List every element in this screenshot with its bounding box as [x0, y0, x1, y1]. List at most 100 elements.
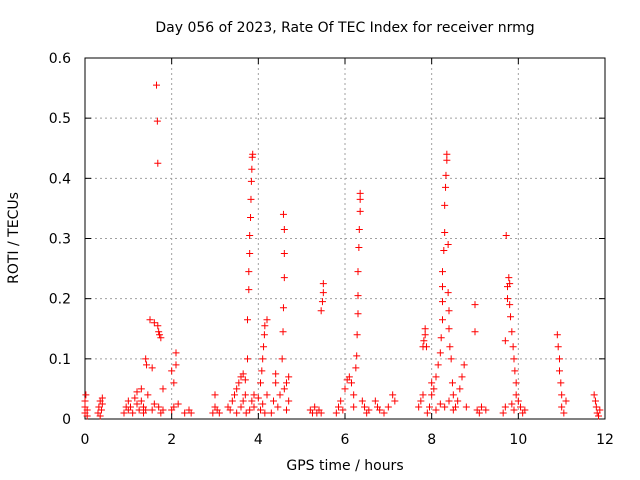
data-point	[352, 364, 360, 372]
data-point	[254, 394, 262, 402]
data-point	[135, 406, 143, 414]
data-point	[355, 244, 363, 252]
data-point	[356, 189, 364, 197]
data-point	[245, 286, 253, 294]
data-point	[211, 391, 219, 399]
data-point	[356, 207, 364, 215]
data-point	[508, 400, 516, 408]
data-point	[436, 400, 444, 408]
data-point	[356, 195, 364, 203]
data-point	[353, 331, 361, 339]
data-point	[384, 403, 392, 411]
y-tick-label: 0.1	[49, 352, 71, 368]
data-point	[478, 403, 485, 411]
data-point	[131, 394, 139, 402]
data-point	[237, 403, 245, 411]
data-point	[148, 364, 156, 372]
data-points	[81, 81, 604, 420]
data-point	[274, 403, 282, 411]
data-point	[506, 280, 514, 288]
y-tick-label: 0.4	[49, 171, 71, 187]
y-tick-label: 0	[62, 412, 71, 428]
data-point	[391, 397, 399, 405]
data-point	[590, 391, 598, 399]
data-point	[353, 352, 361, 360]
data-point	[156, 331, 164, 339]
data-point	[260, 343, 268, 351]
data-point	[239, 370, 247, 378]
data-point	[129, 409, 137, 417]
data-point	[263, 391, 271, 399]
data-point	[155, 403, 163, 411]
y-tick-label: 0.3	[49, 232, 71, 248]
x-tick-label: 10	[509, 432, 527, 448]
data-point	[501, 403, 509, 411]
y-tick-label: 0.2	[49, 292, 71, 308]
data-point	[154, 322, 162, 330]
data-point	[436, 349, 444, 357]
data-point	[250, 403, 258, 411]
data-point	[444, 241, 452, 249]
data-point	[426, 403, 433, 411]
data-point	[365, 406, 373, 414]
data-point	[280, 250, 288, 258]
data-point	[148, 406, 156, 414]
data-point	[226, 406, 234, 414]
data-point	[98, 400, 106, 408]
data-point	[231, 391, 238, 399]
data-point	[143, 361, 151, 369]
data-point	[317, 307, 325, 315]
data-point	[146, 316, 154, 324]
data-point	[508, 328, 516, 336]
data-point	[239, 397, 247, 405]
data-point	[241, 391, 249, 399]
data-point	[557, 379, 565, 387]
data-point	[228, 397, 236, 405]
data-point	[499, 409, 507, 417]
data-point	[332, 409, 340, 417]
data-point	[380, 409, 388, 417]
data-point	[417, 397, 425, 405]
data-point	[554, 343, 562, 351]
data-point	[512, 391, 520, 399]
data-point	[449, 391, 457, 399]
data-point	[244, 316, 251, 324]
x-tick-label: 4	[254, 432, 263, 448]
data-point	[81, 397, 89, 405]
data-point	[389, 391, 397, 399]
data-point	[133, 400, 141, 408]
x-tick-label: 2	[167, 432, 176, 448]
data-point	[441, 228, 449, 236]
data-point	[596, 406, 604, 414]
data-point	[501, 337, 509, 345]
data-point	[510, 355, 518, 363]
data-point	[276, 391, 284, 399]
x-tick-label: 6	[341, 432, 350, 448]
data-point	[521, 406, 529, 414]
data-point	[556, 367, 563, 375]
data-point	[260, 331, 268, 339]
data-point	[430, 385, 438, 393]
data-point	[439, 268, 446, 276]
data-point	[82, 391, 90, 399]
data-point	[280, 385, 288, 393]
data-point	[209, 409, 217, 417]
data-point	[345, 373, 353, 381]
data-point	[449, 406, 457, 414]
y-ticks: 0 0.1 0.2 0.3 0.4 0.5 0.6	[49, 51, 605, 428]
data-point	[248, 397, 256, 405]
data-point	[170, 379, 178, 387]
data-point	[562, 397, 570, 405]
data-point	[505, 274, 513, 282]
data-point	[454, 397, 462, 405]
data-point	[560, 409, 568, 417]
data-point	[482, 406, 490, 414]
data-point	[247, 195, 255, 203]
data-point	[317, 409, 325, 417]
data-point	[591, 397, 599, 405]
data-point	[241, 376, 249, 384]
y-axis-label: ROTI / TECUs	[6, 192, 22, 284]
data-point	[257, 379, 264, 387]
data-point	[458, 373, 466, 381]
data-point	[272, 370, 280, 378]
